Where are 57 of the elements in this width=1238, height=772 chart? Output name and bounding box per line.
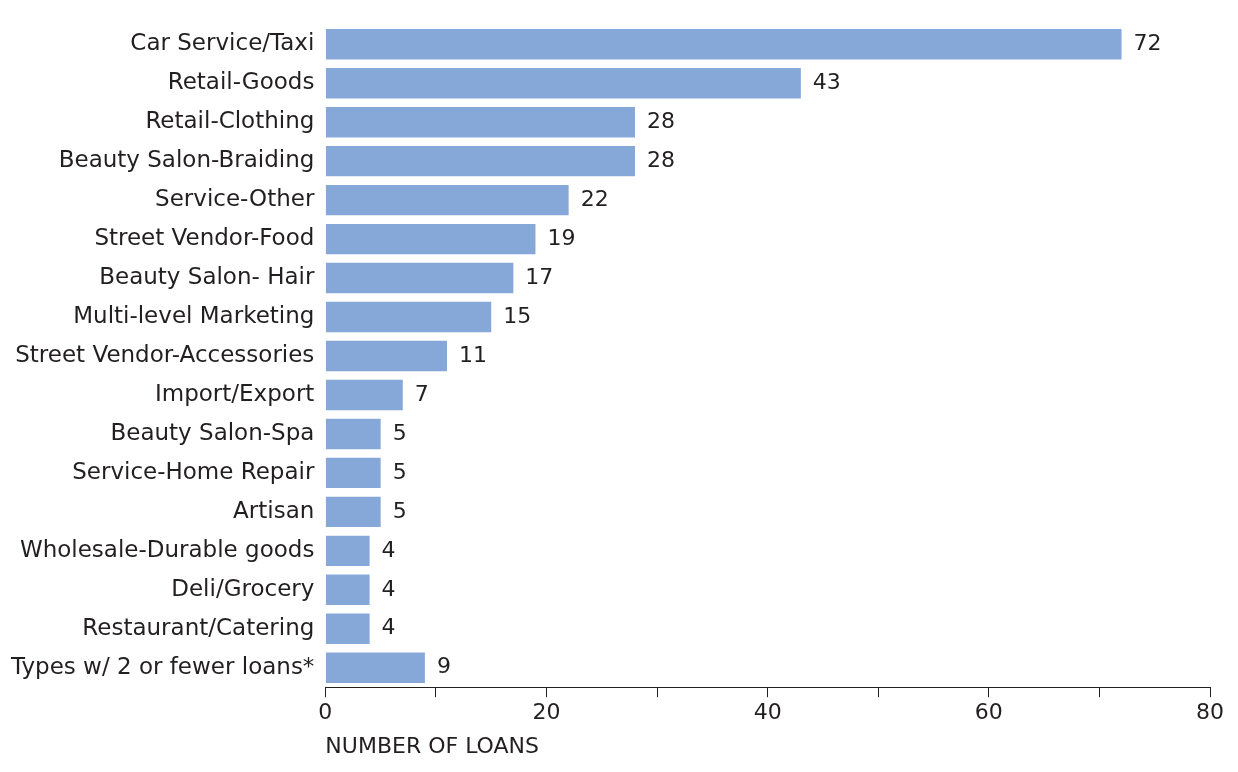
y-tick-label: Street Vendor-Accessories xyxy=(15,340,315,367)
y-tick-label: Service-Home Repair xyxy=(72,457,315,484)
bar xyxy=(325,301,492,333)
y-tick-label: Multi-level Marketing xyxy=(73,302,315,328)
data-label: 5 xyxy=(392,458,407,484)
data-label: 22 xyxy=(580,185,609,211)
data-label: 5 xyxy=(392,419,407,445)
bar xyxy=(325,574,370,605)
x-tick-label: 20 xyxy=(532,699,561,725)
bar xyxy=(325,340,448,372)
bar xyxy=(325,107,635,138)
bar xyxy=(325,652,425,683)
data-label: 72 xyxy=(1133,30,1162,55)
y-tick-label: Beauty Salon-Spa xyxy=(110,418,315,445)
data-label: 43 xyxy=(812,68,841,94)
data-label: 7 xyxy=(414,380,429,406)
data-label: 28 xyxy=(646,146,675,172)
y-tick-label: Beauty Salon-Braiding xyxy=(58,146,315,173)
bar xyxy=(325,457,381,489)
bar xyxy=(325,68,801,99)
data-label: 17 xyxy=(525,263,554,289)
data-label: 4 xyxy=(381,575,396,601)
data-label: 9 xyxy=(436,653,451,679)
x-tick-label: 80 xyxy=(1196,699,1224,725)
x-tick-label: 60 xyxy=(974,699,1003,725)
x-tick-label: 40 xyxy=(753,699,782,725)
bar xyxy=(325,223,536,255)
x-tick-label: 0 xyxy=(318,699,333,725)
y-tick-label: Retail-Clothing xyxy=(145,107,315,134)
y-tick-label: Types w/ 2 or fewer loans* xyxy=(9,652,315,679)
y-tick-label: Beauty Salon- Hair xyxy=(99,263,315,290)
data-label: 5 xyxy=(392,497,407,523)
y-tick-label: Retail-Goods xyxy=(167,68,315,95)
data-label: 28 xyxy=(646,107,675,133)
x-axis-title: NUMBER OF LOANS xyxy=(325,732,540,758)
bar xyxy=(325,418,381,450)
data-label: 19 xyxy=(547,224,576,250)
bar xyxy=(325,535,370,567)
y-tick-label: Import/Export xyxy=(154,379,315,406)
y-tick-label: Car Service/Taxi xyxy=(130,29,315,56)
y-tick-label: Service-Other xyxy=(155,185,315,212)
bar xyxy=(325,379,403,411)
y-tick-label: Artisan xyxy=(233,496,315,523)
bar xyxy=(325,613,370,644)
y-tick-label: Wholesale-Durable goods xyxy=(19,535,315,562)
y-tick-label: Restaurant/Catering xyxy=(82,613,315,640)
data-label: 15 xyxy=(503,302,532,328)
bar xyxy=(325,496,381,528)
bar xyxy=(325,262,514,294)
data-label: 4 xyxy=(381,536,396,562)
y-tick-label: Deli/Grocery xyxy=(171,574,315,601)
data-label: 11 xyxy=(459,341,488,367)
y-tick-label: Street Vendor-Food xyxy=(94,224,315,251)
bar xyxy=(325,145,635,177)
bar xyxy=(325,184,569,216)
bar xyxy=(325,29,1122,60)
data-label: 4 xyxy=(381,614,396,640)
